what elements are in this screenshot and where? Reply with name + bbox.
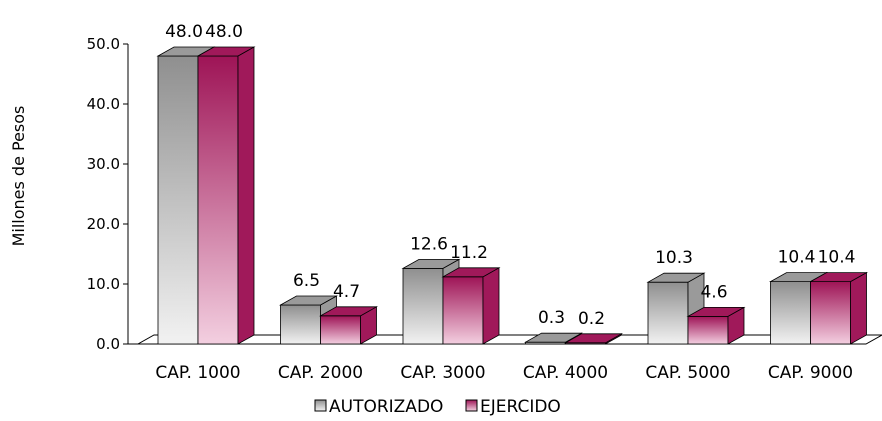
bar-front bbox=[810, 281, 851, 345]
data-label: 10.4 bbox=[778, 248, 816, 268]
bar-front bbox=[157, 55, 199, 345]
bar-front bbox=[197, 55, 239, 345]
bar-side bbox=[482, 267, 500, 345]
category-label: CAP. 1000 bbox=[155, 363, 240, 383]
legend-label: AUTORIZADO bbox=[329, 397, 443, 417]
data-label: 48.0 bbox=[205, 22, 243, 42]
data-label: 0.3 bbox=[538, 308, 565, 328]
y-axis-title: Millones de Pesos bbox=[9, 106, 28, 247]
legend: AUTORIZADO EJERCIDO bbox=[314, 397, 561, 417]
category-label: CAP. 9000 bbox=[768, 363, 853, 383]
data-label: 4.6 bbox=[700, 282, 727, 302]
bar-top bbox=[318, 306, 379, 317]
bar-front bbox=[280, 304, 321, 345]
bar-top bbox=[646, 272, 706, 283]
bar-top bbox=[686, 306, 746, 317]
category-label: CAP. 3000 bbox=[400, 363, 485, 383]
category-label: CAP. 2000 bbox=[278, 363, 363, 383]
bar-top bbox=[401, 258, 461, 269]
bar-front bbox=[402, 267, 444, 345]
bar-ejercido-0 bbox=[196, 46, 256, 345]
bar-ejercido-1 bbox=[318, 306, 379, 345]
data-label: 10.3 bbox=[655, 248, 693, 268]
y-tick-label: 50.0 bbox=[87, 35, 120, 53]
category-label: CAP. 4000 bbox=[523, 363, 608, 383]
y-tick-label: 40.0 bbox=[87, 95, 120, 113]
legend-swatch bbox=[314, 399, 327, 412]
bar-front bbox=[687, 315, 729, 345]
bar-top bbox=[278, 295, 339, 306]
bar-top bbox=[808, 272, 869, 283]
y-tick-label: 30.0 bbox=[87, 155, 120, 173]
y-tick-label: 10.0 bbox=[87, 275, 120, 293]
bar-ejercido-2 bbox=[441, 267, 501, 345]
bar-ejercido-5 bbox=[808, 271, 869, 345]
legend-label: EJERCIDO bbox=[480, 397, 561, 417]
y-tick-label: 20.0 bbox=[87, 215, 120, 233]
bar-top bbox=[523, 332, 584, 343]
bar-side bbox=[850, 271, 867, 345]
bar-front bbox=[442, 276, 484, 345]
bar-front bbox=[320, 315, 361, 345]
x-axis-categories: CAP. 1000 CAP. 2000 CAP. 3000 CAP. 4000 CAP.… bbox=[155, 363, 853, 383]
data-label: 10.4 bbox=[818, 248, 856, 268]
data-label: 0.2 bbox=[578, 309, 605, 329]
category-label: CAP. 5000 bbox=[645, 363, 730, 383]
bar-top bbox=[441, 267, 501, 278]
bar-front bbox=[770, 281, 811, 345]
data-label: 48.0 bbox=[165, 22, 203, 42]
bar-ejercido-4 bbox=[686, 306, 746, 345]
bar-top bbox=[196, 46, 256, 57]
bar-top bbox=[563, 333, 624, 344]
data-label: 11.2 bbox=[450, 243, 488, 263]
bar-side bbox=[237, 46, 255, 345]
data-label: 6.5 bbox=[293, 271, 320, 291]
y-axis: 0.0 10.0 20.0 30.0 40.0 50.0 bbox=[87, 35, 138, 353]
bar-marks bbox=[156, 46, 869, 345]
data-label: 12.6 bbox=[410, 234, 448, 254]
bar-ejercido-3 bbox=[563, 333, 624, 345]
legend-swatch bbox=[465, 399, 478, 412]
bar-front bbox=[647, 281, 689, 345]
data-label: 4.7 bbox=[333, 282, 360, 302]
y-tick-label: 0.0 bbox=[96, 335, 120, 353]
data-labels: 48.0 48.0 6.5 4.7 12.6 11.2 0.3 0.2 10.3 4.6 10.4 1… bbox=[165, 22, 855, 329]
